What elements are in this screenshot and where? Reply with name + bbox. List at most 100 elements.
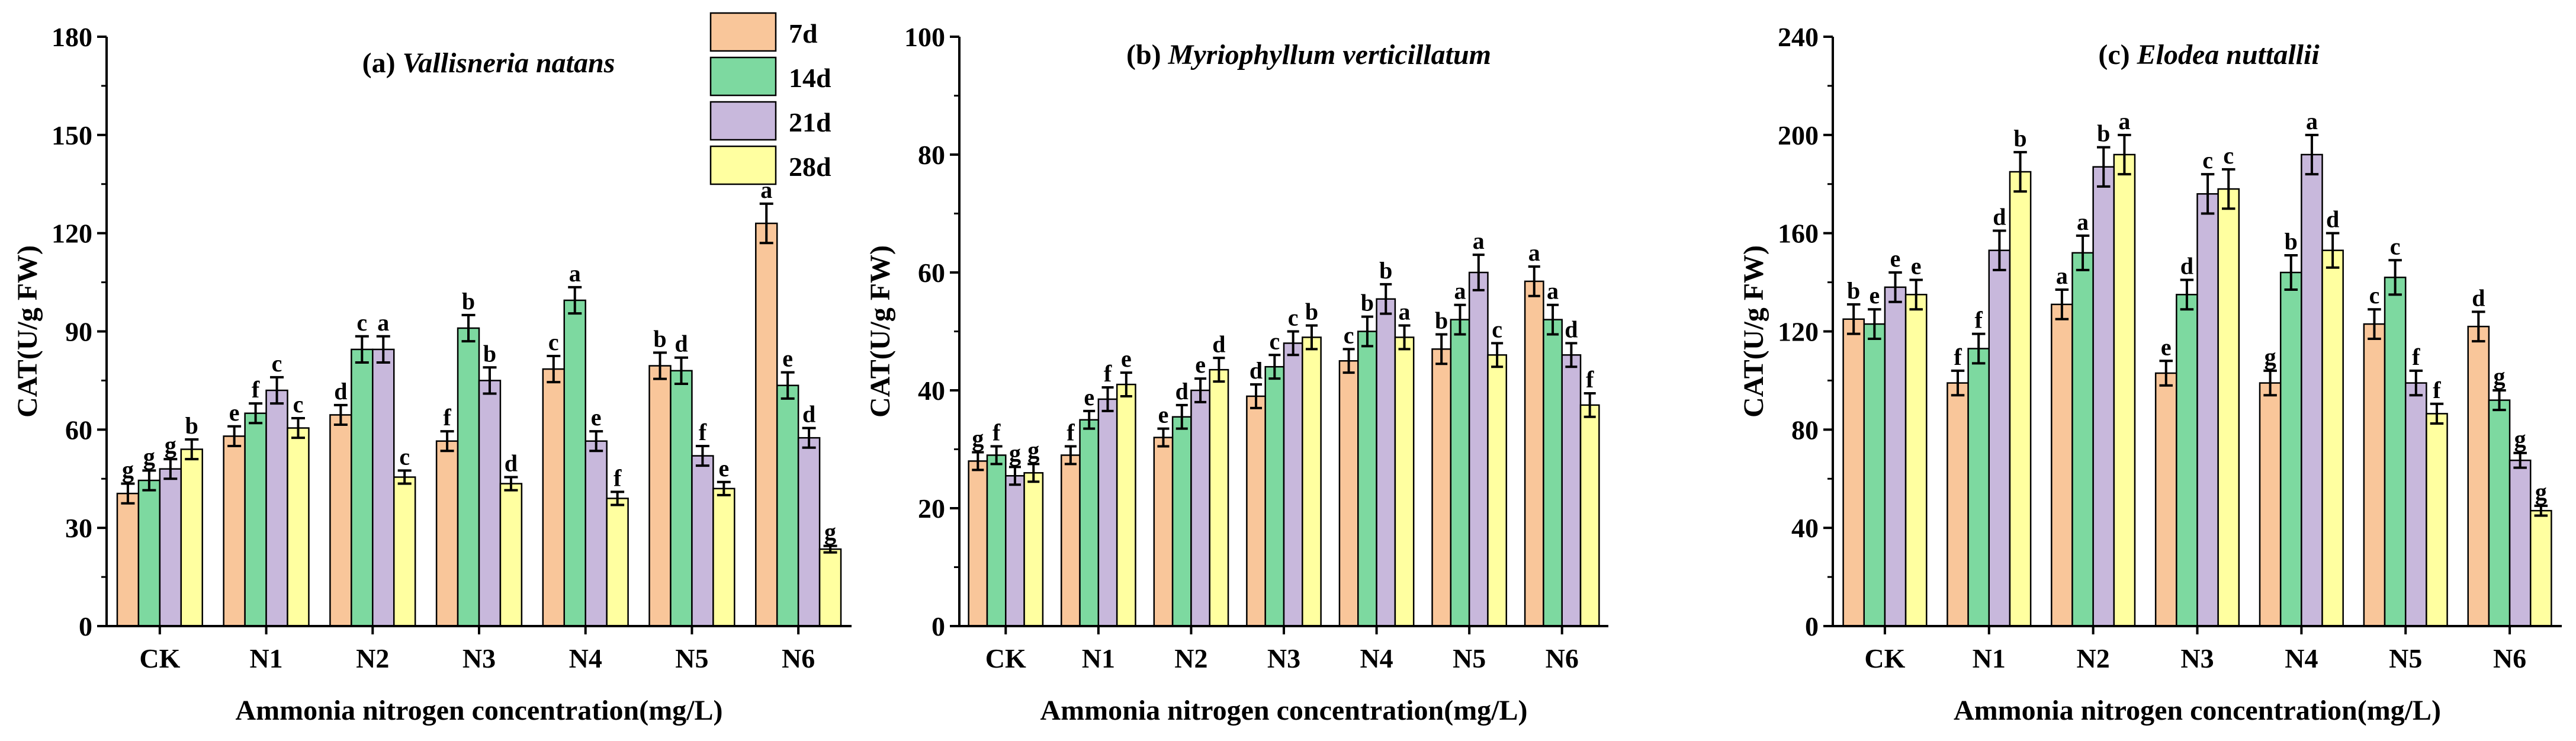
bar-N4-7d xyxy=(2259,382,2282,627)
bar-CK-21d xyxy=(1884,286,1907,627)
y-tick-label: 30 xyxy=(65,513,92,543)
bar-N5-28d xyxy=(712,487,735,627)
bar-N1-14d xyxy=(244,412,267,627)
significance-letter: c xyxy=(548,329,559,355)
significance-letter: d xyxy=(2326,206,2339,233)
significance-letter: e xyxy=(1195,351,1206,378)
bar-N3-21d xyxy=(2196,193,2219,627)
bar-N5-21d xyxy=(2404,382,2427,627)
bar-N3-28d xyxy=(2217,188,2240,627)
y-tick-label: 20 xyxy=(918,493,945,524)
legend-swatch-14d xyxy=(709,56,777,97)
y-tick-label: 60 xyxy=(65,415,92,445)
bar-N6-14d xyxy=(1543,319,1563,627)
significance-letter: c xyxy=(1288,304,1299,331)
bar-CK-28d xyxy=(180,448,203,627)
significance-letter: b xyxy=(2013,125,2026,152)
panel-title-species: Myriophyllum verticillatum xyxy=(1168,39,1491,70)
bar-CK-14d xyxy=(986,454,1007,627)
bar-CK-14d xyxy=(137,479,161,627)
significance-letter: g xyxy=(2265,344,2276,370)
bar-N2-21d xyxy=(1190,389,1210,627)
significance-letter: b xyxy=(2285,228,2298,255)
bar-N3-7d xyxy=(1246,395,1266,627)
panel-title-prefix: (b) xyxy=(1126,39,1168,70)
x-tick-label: N1 xyxy=(249,643,282,673)
panel-title-prefix: (a) xyxy=(362,47,403,79)
bar-N1-7d xyxy=(1947,382,1969,627)
significance-letter: a xyxy=(1473,227,1485,254)
significance-letter: c xyxy=(2223,142,2234,169)
significance-letter: e xyxy=(782,345,793,372)
bar-N1-7d xyxy=(223,435,246,627)
significance-letter: g xyxy=(165,432,176,458)
y-tick-label: 160 xyxy=(1778,219,1819,249)
significance-letter: c xyxy=(2390,233,2401,259)
bar-N3-7d xyxy=(435,440,459,627)
significance-letter: e xyxy=(1869,282,1880,309)
significance-letter: d xyxy=(1212,331,1225,357)
y-tick-label: 120 xyxy=(1778,317,1819,347)
bar-N1-21d xyxy=(1097,398,1118,627)
significance-letter: b xyxy=(653,325,666,352)
significance-letter: g xyxy=(143,443,155,470)
x-axis-title: Ammonia nitrogen concentration(mg/L) xyxy=(1040,695,1527,726)
significance-letter: d xyxy=(505,450,518,476)
significance-letter: g xyxy=(2514,426,2526,453)
significance-letter: a xyxy=(1399,299,1411,325)
bar-CK-21d xyxy=(1005,475,1025,627)
x-tick-label: N5 xyxy=(675,643,708,673)
bar-N6-7d xyxy=(755,222,778,627)
significance-letter: b xyxy=(1435,307,1448,333)
bar-N6-14d xyxy=(776,384,799,627)
significance-letter: c xyxy=(399,443,410,470)
bar-N1-28d xyxy=(287,427,310,627)
significance-letter: f xyxy=(1975,307,1983,333)
significance-letter: a xyxy=(1528,239,1540,266)
bar-N1-21d xyxy=(1988,249,2011,627)
significance-letter: e xyxy=(1911,252,1922,279)
significance-letter: c xyxy=(2202,147,2213,174)
significance-letter: c xyxy=(2369,282,2380,309)
bar-N6-21d xyxy=(797,437,821,627)
bar-N1-28d xyxy=(2009,171,2032,627)
y-axis-title: CAT(U/g FW) xyxy=(865,245,896,418)
significance-letter: f xyxy=(993,419,1001,446)
bar-N3-14d xyxy=(1264,365,1285,627)
bar-N2-21d xyxy=(2092,166,2115,627)
significance-letter: g xyxy=(1027,437,1039,463)
y-tick-label: 120 xyxy=(52,219,92,249)
bar-N1-21d xyxy=(265,389,288,627)
significance-letter: f xyxy=(1104,360,1112,387)
significance-letter: f xyxy=(443,404,451,431)
y-tick-label: 0 xyxy=(1805,611,1819,641)
panel-title-prefix: (c) xyxy=(2098,39,2137,70)
significance-letter: d xyxy=(1175,378,1189,405)
x-axis-title: Ammonia nitrogen concentration(mg/L) xyxy=(235,695,722,726)
legend-label-7d: 7d xyxy=(789,18,818,49)
bar-N3-14d xyxy=(457,327,480,627)
significance-letter: e xyxy=(2161,333,2172,360)
bar-N1-14d xyxy=(1967,348,1990,627)
legend: 7d 14d 21d 28d xyxy=(709,12,831,185)
x-tick-label: CK xyxy=(1864,643,1905,673)
y-tick-label: 60 xyxy=(918,258,945,288)
bar-N6-7d xyxy=(2467,325,2490,627)
bar-N3-14d xyxy=(2176,294,2198,627)
x-tick-label: N4 xyxy=(569,643,602,673)
significance-letter: a xyxy=(2056,262,2068,289)
significance-letter: a xyxy=(1454,278,1466,304)
bar-CK-7d xyxy=(968,460,988,627)
y-tick-label: 0 xyxy=(79,611,92,641)
bar-N5-7d xyxy=(2363,323,2386,627)
bar-N5-14d xyxy=(2384,277,2407,627)
significance-letter: b xyxy=(462,288,475,315)
significance-letter: f xyxy=(252,376,260,403)
bar-N5-7d xyxy=(1431,348,1452,627)
bar-CK-28d xyxy=(1023,472,1044,627)
significance-letter: d xyxy=(674,331,688,357)
y-tick-label: 80 xyxy=(1791,415,1819,445)
significance-letter: g xyxy=(122,457,134,483)
y-tick-label: 150 xyxy=(52,120,92,150)
bar-CK-14d xyxy=(1863,323,1886,627)
